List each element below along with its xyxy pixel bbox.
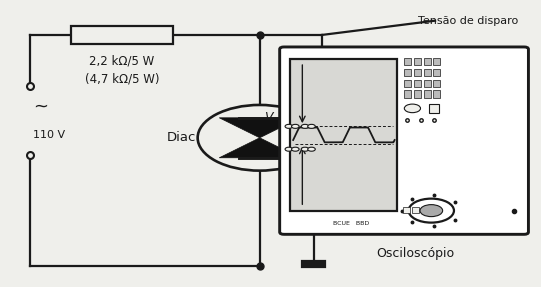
Text: Tensão de disparo: Tensão de disparo [419,16,519,26]
Circle shape [292,147,299,151]
Circle shape [301,147,309,151]
FancyBboxPatch shape [71,26,173,44]
FancyBboxPatch shape [302,261,325,267]
FancyBboxPatch shape [433,69,440,76]
FancyBboxPatch shape [404,58,411,65]
FancyBboxPatch shape [291,59,397,211]
Circle shape [404,104,420,113]
FancyBboxPatch shape [424,90,431,98]
FancyBboxPatch shape [414,58,421,65]
Text: (4,7 kΩ/5 W): (4,7 kΩ/5 W) [85,72,160,85]
FancyBboxPatch shape [412,207,419,214]
Circle shape [301,124,309,128]
FancyBboxPatch shape [414,79,421,87]
Circle shape [308,124,315,128]
FancyBboxPatch shape [433,90,440,98]
Circle shape [308,147,315,151]
FancyBboxPatch shape [428,104,439,113]
Text: V: V [263,111,272,124]
FancyBboxPatch shape [422,207,429,214]
FancyBboxPatch shape [280,47,529,234]
Circle shape [420,205,443,217]
FancyBboxPatch shape [424,69,431,76]
FancyBboxPatch shape [404,79,411,87]
FancyBboxPatch shape [403,207,410,214]
Text: Osciloscópio: Osciloscópio [376,247,454,260]
Circle shape [408,199,454,223]
FancyBboxPatch shape [433,79,440,87]
Polygon shape [219,138,300,158]
Circle shape [292,124,299,128]
FancyBboxPatch shape [404,90,411,98]
FancyBboxPatch shape [414,90,421,98]
Circle shape [197,105,322,171]
FancyBboxPatch shape [404,69,411,76]
FancyBboxPatch shape [433,58,440,65]
Text: 2,2 kΩ/5 W: 2,2 kΩ/5 W [89,55,155,68]
Polygon shape [219,118,300,138]
Text: Diac: Diac [167,131,196,144]
Circle shape [285,147,293,151]
Text: ~: ~ [33,97,48,115]
FancyBboxPatch shape [414,69,421,76]
Circle shape [285,124,293,128]
Text: 110 V: 110 V [33,130,65,140]
FancyBboxPatch shape [424,58,431,65]
FancyBboxPatch shape [424,79,431,87]
Text: BCUE   BBD: BCUE BBD [333,221,369,226]
